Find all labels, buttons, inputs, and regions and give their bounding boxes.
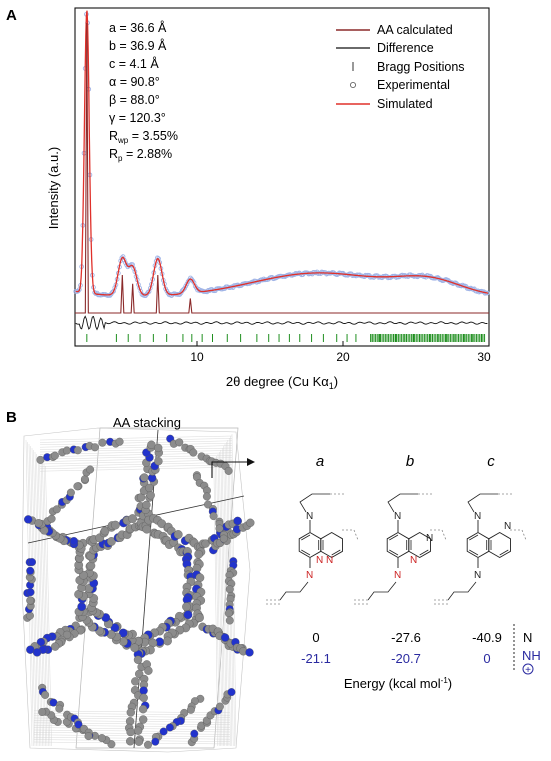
x-tick-label: 30 xyxy=(477,350,491,364)
x-axis-label: 2θ degree (Cu Kα1) xyxy=(226,374,338,391)
column-label-a: a xyxy=(316,453,324,470)
legend: AA calculated Difference Bragg Positions… xyxy=(336,23,465,111)
svg-text:N: N xyxy=(504,521,511,532)
simulated-line xyxy=(75,10,489,296)
svg-text:N: N xyxy=(394,570,401,581)
experimental-point xyxy=(110,289,115,295)
difference-series xyxy=(75,315,488,331)
param-rp: Rp = 2.88% xyxy=(109,147,172,163)
plus-symbol: + xyxy=(525,665,531,676)
y-axis-label: Intensity (a.u.) xyxy=(46,147,61,229)
row-label-nh: NH xyxy=(522,648,541,663)
svg-text:N: N xyxy=(306,570,313,581)
param-alpha: α = 90.8° xyxy=(109,75,160,89)
svg-text:N: N xyxy=(474,511,481,522)
column-label-b: b xyxy=(406,453,414,470)
energy-nh-a: -21.1 xyxy=(301,651,331,666)
x-ticks: 10 20 30 xyxy=(190,341,491,364)
energy-axis-label: Energy (kcal mol-1) xyxy=(344,676,452,691)
legend-aa-calculated: AA calculated xyxy=(377,23,453,37)
param-rwp: Rwp = 3.55% xyxy=(109,129,178,145)
arrow-icon xyxy=(211,458,255,478)
bragg-positions xyxy=(86,334,486,342)
experimental-point xyxy=(182,286,187,291)
energy-n-c: -40.9 xyxy=(472,630,502,645)
energy-n-a: 0 xyxy=(312,630,319,645)
cell-parameters: a = 36.6 Å b = 36.9 Å c = 4.1 Å α = 90.8… xyxy=(109,20,178,163)
svg-text:N: N xyxy=(306,511,313,522)
difference-line xyxy=(75,315,488,331)
aa-stacking-label: AA stacking xyxy=(113,415,181,430)
param-gamma: γ = 120.3° xyxy=(109,111,166,125)
energy-nh-b: -20.7 xyxy=(391,651,421,666)
param-beta: β = 88.0° xyxy=(109,93,160,107)
x-tick-label: 10 xyxy=(190,350,204,364)
svg-text:N: N xyxy=(316,555,323,566)
aa-calculated-line xyxy=(75,22,489,314)
structure-c: N N N xyxy=(434,493,527,605)
experimental-point xyxy=(92,290,98,295)
svg-text:N: N xyxy=(410,555,417,566)
x-tick-label: 20 xyxy=(336,350,350,364)
simulated-series xyxy=(75,10,489,296)
param-b: b = 36.9 Å xyxy=(109,38,167,53)
svg-text:N: N xyxy=(426,533,433,544)
energy-table: 0 -27.6 -40.9 -21.1 -20.7 0 N NH + Energ… xyxy=(301,624,541,691)
experimental-point xyxy=(164,288,170,294)
column-label-c: c xyxy=(487,453,495,470)
structure-a: NNN N xyxy=(266,493,359,605)
legend-difference: Difference xyxy=(377,41,434,55)
legend-bragg: Bragg Positions xyxy=(377,60,465,74)
positive-charge-icon xyxy=(522,663,534,675)
svg-text:N: N xyxy=(394,511,401,522)
legend-swatch-experimental xyxy=(349,81,357,89)
energy-nh-c: 0 xyxy=(483,651,490,666)
legend-simulated: Simulated xyxy=(377,97,433,111)
param-c: c = 4.1 Å xyxy=(109,56,159,71)
panel-a-label: A xyxy=(6,7,17,24)
row-label-n: N xyxy=(523,630,532,645)
energy-n-b: -27.6 xyxy=(391,630,421,645)
param-a: a = 36.6 Å xyxy=(109,20,167,35)
panel-b-label: B xyxy=(6,409,17,426)
plot-frame xyxy=(74,7,490,347)
experimental-point xyxy=(76,287,82,292)
svg-text:N: N xyxy=(474,570,481,581)
aa-calculated-series xyxy=(75,22,489,314)
svg-text:N: N xyxy=(326,555,333,566)
legend-experimental: Experimental xyxy=(377,78,450,92)
aa-stacking-framework xyxy=(21,427,255,753)
